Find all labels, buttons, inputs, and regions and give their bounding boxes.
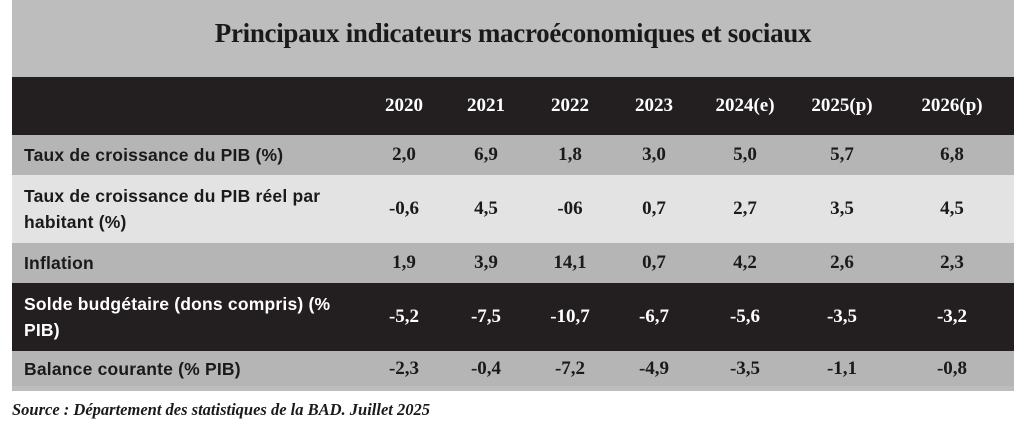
source-note: Source : Département des statistiques de… xyxy=(12,400,431,419)
indicators-table: 2020 2021 2022 2023 2024(e) 2025(p) 2026… xyxy=(12,77,1014,386)
table-cell: 2,6 xyxy=(794,243,890,283)
table-cell: 3,0 xyxy=(612,135,696,175)
table-panel: Principaux indicateurs macroéconomiques … xyxy=(12,0,1014,391)
row-label: Taux de croissance du PIB (%) xyxy=(12,135,364,175)
table-row: Solde budgétaire (dons compris) (% PIB) … xyxy=(12,283,1014,351)
table-cell: -5,6 xyxy=(696,283,794,351)
table-cell: -0,6 xyxy=(364,175,444,243)
table-cell: 6,9 xyxy=(444,135,528,175)
row-label: Balance courante (% PIB) xyxy=(12,351,364,386)
table-cell: 5,0 xyxy=(696,135,794,175)
table-cell: -7,2 xyxy=(528,351,612,386)
table-cell: 0,7 xyxy=(612,243,696,283)
table-cell: 1,9 xyxy=(364,243,444,283)
table-cell: -6,7 xyxy=(612,283,696,351)
table-cell: 4,2 xyxy=(696,243,794,283)
column-header: 2023 xyxy=(612,77,696,135)
table-cell: -4,9 xyxy=(612,351,696,386)
column-header: 2020 xyxy=(364,77,444,135)
table-title: Principaux indicateurs macroéconomiques … xyxy=(214,18,812,48)
table-cell: -0,4 xyxy=(444,351,528,386)
table-cell: -10,7 xyxy=(528,283,612,351)
table-cell: -3,2 xyxy=(890,283,1014,351)
table-cell: 6,8 xyxy=(890,135,1014,175)
table-cell: -5,2 xyxy=(364,283,444,351)
table-cell: -06 xyxy=(528,175,612,243)
table-cell: 3,5 xyxy=(794,175,890,243)
table-cell: 0,7 xyxy=(612,175,696,243)
table-cell: 2,0 xyxy=(364,135,444,175)
table-cell: -2,3 xyxy=(364,351,444,386)
table-cell: 4,5 xyxy=(890,175,1014,243)
column-header: 2026(p) xyxy=(890,77,1014,135)
column-header: 2025(p) xyxy=(794,77,890,135)
table-cell: 3,9 xyxy=(444,243,528,283)
row-label: Solde budgétaire (dons compris) (% PIB) xyxy=(12,283,364,351)
table-row: Taux de croissance du PIB (%) 2,0 6,9 1,… xyxy=(12,135,1014,175)
header-row: 2020 2021 2022 2023 2024(e) 2025(p) 2026… xyxy=(12,77,1014,135)
table-cell: 14,1 xyxy=(528,243,612,283)
table-cell: -3,5 xyxy=(794,283,890,351)
table-row: Balance courante (% PIB) -2,3 -0,4 -7,2 … xyxy=(12,351,1014,386)
table-cell: -1,1 xyxy=(794,351,890,386)
table-row: Inflation 1,9 3,9 14,1 0,7 4,2 2,6 2,3 xyxy=(12,243,1014,283)
table-cell: -3,5 xyxy=(696,351,794,386)
column-header: 2022 xyxy=(528,77,612,135)
table-cell: 2,3 xyxy=(890,243,1014,283)
table-cell: 4,5 xyxy=(444,175,528,243)
table-row: Taux de croissance du PIB réel par habit… xyxy=(12,175,1014,243)
column-header: 2021 xyxy=(444,77,528,135)
table-cell: 1,8 xyxy=(528,135,612,175)
column-header: 2024(e) xyxy=(696,77,794,135)
row-label: Inflation xyxy=(12,243,364,283)
row-label: Taux de croissance du PIB réel par habit… xyxy=(12,175,364,243)
table-cell: 2,7 xyxy=(696,175,794,243)
table-cell: -7,5 xyxy=(444,283,528,351)
header-label-cell xyxy=(12,77,364,135)
table-cell: -0,8 xyxy=(890,351,1014,386)
table-cell: 5,7 xyxy=(794,135,890,175)
